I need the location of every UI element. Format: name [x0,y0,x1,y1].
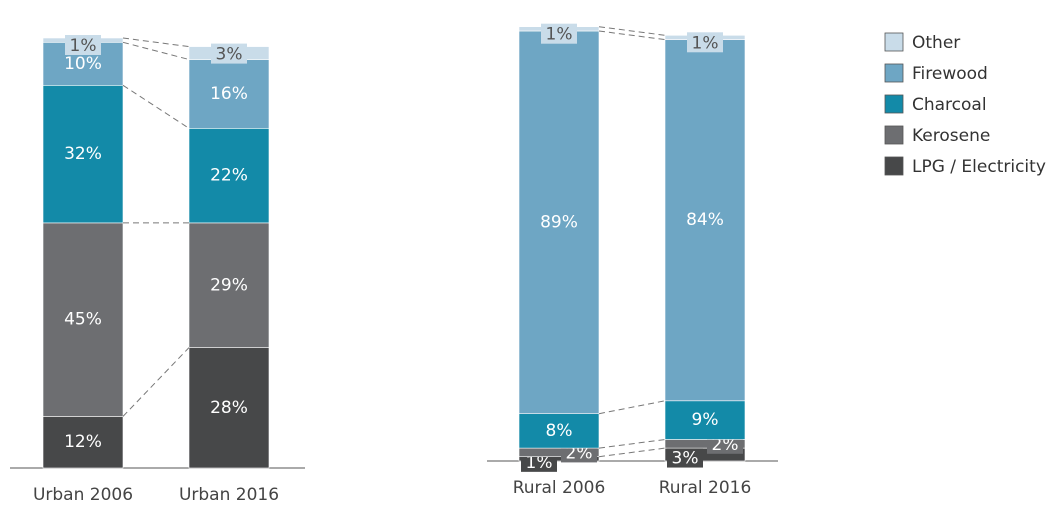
value-label: 1% [70,36,97,56]
connector [122,84,190,129]
value-label: 1% [526,453,553,473]
connector [122,41,190,60]
value-label: 12% [64,432,102,452]
bar-segment [42,416,124,469]
bar-segment [664,400,746,440]
bar-segment [188,347,270,469]
value-label: 1% [692,33,719,53]
legend-label: Firewood [912,64,988,84]
value-label: 32% [64,144,102,164]
value-label: 28% [210,398,248,418]
value-label: 89% [540,212,578,232]
value-label: 1% [546,25,573,45]
x-tick-label: Rural 2016 [659,478,752,498]
bar-segment [188,222,270,348]
value-label: 45% [64,310,102,330]
legend-swatch [884,32,904,52]
value-label: 29% [210,275,248,295]
legend-swatch [884,156,904,176]
legend-swatch [884,63,904,83]
connector [598,447,666,458]
value-label: 16% [210,84,248,104]
bar-segment [518,413,600,449]
value-label-box [211,43,247,64]
value-label-box [65,35,101,55]
bar-segment [518,30,600,415]
bar-segment [42,85,124,224]
legend-label: Charcoal [912,95,987,115]
bar-segment [664,39,746,402]
legend-swatch [884,125,904,145]
value-label: 10% [64,54,102,74]
legend-label: LPG / Electricity [912,157,1046,177]
value-label: 22% [210,166,248,186]
bar-segment [188,59,270,129]
value-label: 3% [672,449,699,469]
x-tick-label: Urban 2006 [33,485,133,505]
value-label: 9% [692,410,719,430]
x-tick-label: Urban 2016 [179,485,279,505]
value-label: 8% [546,421,573,441]
legend-label: Other [912,33,960,53]
connector [598,26,666,36]
bar-segment [188,128,270,224]
legend-label: Kerosene [912,126,990,146]
value-label-box [541,23,577,44]
connector [122,347,190,417]
connector [598,439,666,449]
connector [598,400,666,415]
legend-swatch [884,94,904,114]
x-tick-label: Rural 2006 [513,478,606,498]
connector [122,37,190,48]
value-label-box [667,447,703,468]
value-label: 3% [216,45,243,65]
bar-segment [42,222,124,417]
connector [598,30,666,41]
value-label-box [687,32,723,53]
value-label: 84% [686,210,724,230]
